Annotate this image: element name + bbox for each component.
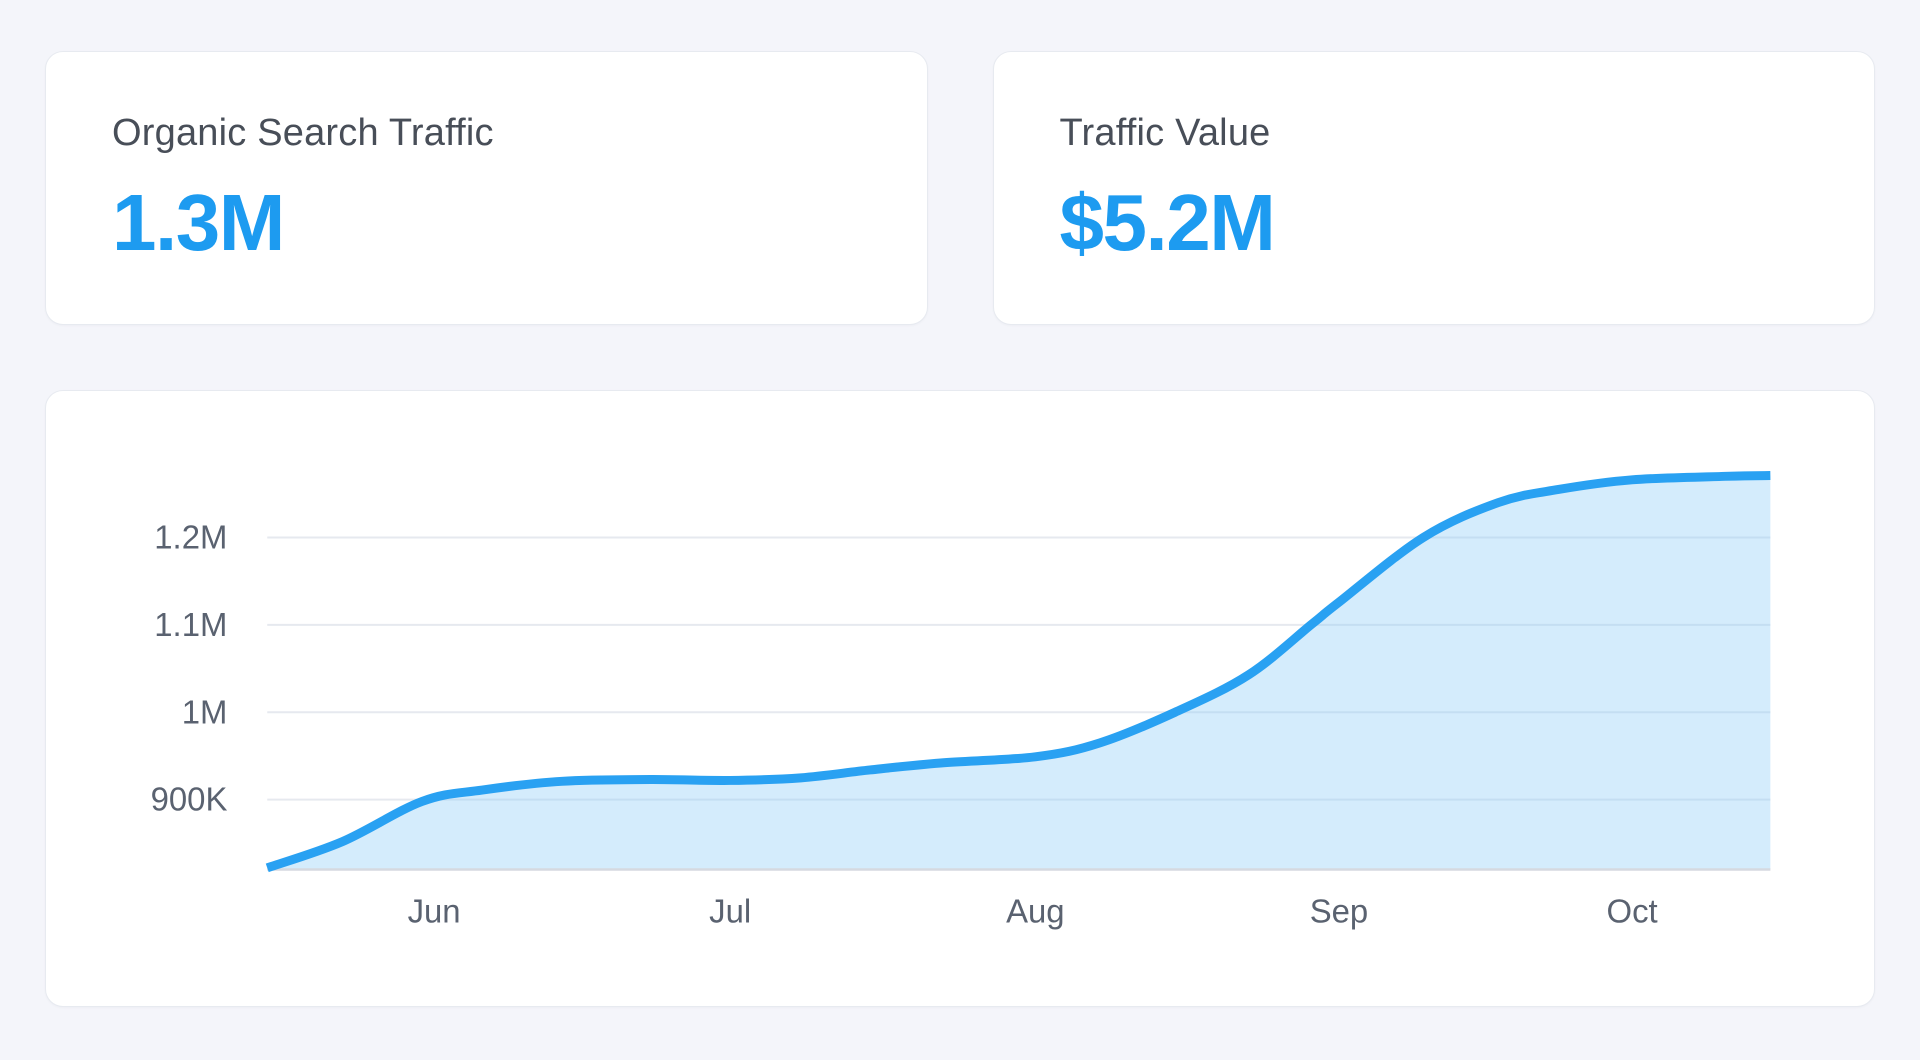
x-tick-label: Aug bbox=[1006, 892, 1065, 929]
trend-line bbox=[265, 471, 1771, 873]
traffic-value-label: Traffic Value bbox=[1059, 112, 1271, 154]
area-fill bbox=[267, 475, 1771, 870]
traffic-value-value: $5.2M bbox=[1059, 178, 1276, 267]
chart-svg: 900K 1M 1.1M 1.2M Jun Jul Aug Sep Oct bbox=[151, 471, 1771, 929]
y-tick-label: 1.2M bbox=[154, 518, 227, 555]
y-tick-label: 1.1M bbox=[154, 606, 227, 643]
y-tick-label: 900K bbox=[151, 781, 228, 818]
kpi-cards-row: Organic Search Traffic 1.3M Traffic Valu… bbox=[45, 51, 1875, 325]
y-tick-label: 1M bbox=[182, 693, 228, 730]
x-tick-label: Sep bbox=[1310, 892, 1369, 929]
organic-search-traffic-value: 1.3M bbox=[112, 178, 285, 267]
x-tick-label: Jul bbox=[709, 892, 751, 929]
organic-search-traffic-label: Organic Search Traffic bbox=[112, 112, 494, 154]
traffic-value-card: Traffic Value $5.2M bbox=[992, 51, 1875, 325]
organic-traffic-area-chart: 900K 1M 1.1M 1.2M Jun Jul Aug Sep Oct bbox=[46, 391, 1874, 1006]
organic-traffic-chart-card: 900K 1M 1.1M 1.2M Jun Jul Aug Sep Oct bbox=[45, 390, 1875, 1007]
x-tick-label: Jun bbox=[408, 892, 461, 929]
x-tick-label: Oct bbox=[1607, 892, 1658, 929]
organic-search-traffic-card: Organic Search Traffic 1.3M bbox=[45, 51, 928, 325]
